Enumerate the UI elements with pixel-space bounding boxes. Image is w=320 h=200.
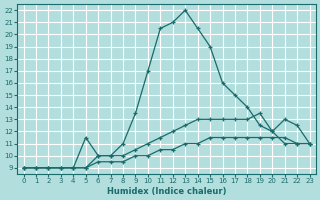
X-axis label: Humidex (Indice chaleur): Humidex (Indice chaleur) (107, 187, 226, 196)
